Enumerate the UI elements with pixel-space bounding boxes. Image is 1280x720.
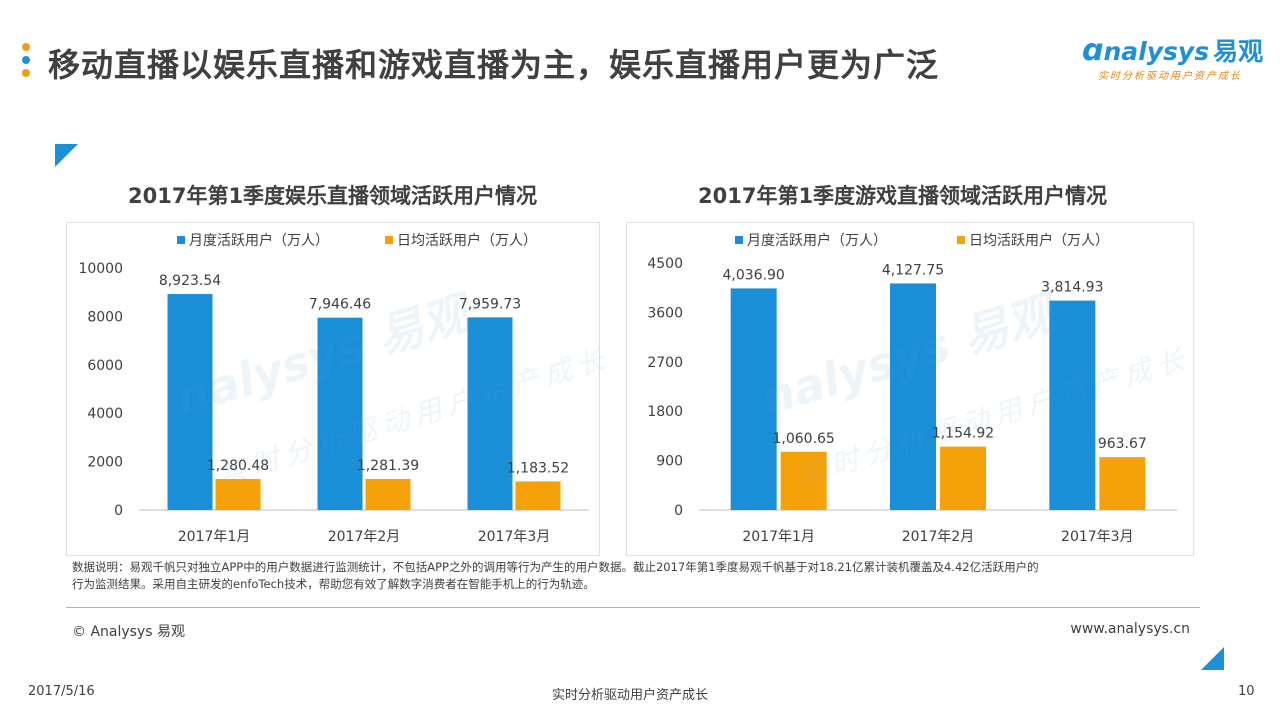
legend-entry: 日均活跃用户（万人） xyxy=(957,232,1109,249)
data-label: 7,959.73 xyxy=(459,296,521,312)
chart-game: 月度活跃用户（万人） 日均活跃用户（万人） 0 900 1800 2700 3600 4500… xyxy=(647,232,1177,545)
logo-tagline: 实时分析驱动用户资产成长 xyxy=(1098,71,1242,82)
legend-label: 月度活跃用户（万人） xyxy=(747,232,887,249)
data-label: 4,036.90 xyxy=(722,267,784,283)
bar xyxy=(467,317,513,510)
bar xyxy=(940,446,986,510)
y-tick-label: 0 xyxy=(674,503,683,519)
bar xyxy=(317,317,363,510)
legend-swatch xyxy=(385,236,393,244)
data-label: 1,280.48 xyxy=(207,458,269,474)
y-tick-label: 3600 xyxy=(647,305,683,321)
logo-brand: nalysys xyxy=(1103,37,1210,66)
bar xyxy=(1049,300,1096,510)
x-tick-label: 2017年2月 xyxy=(328,529,401,545)
legend-swatch xyxy=(957,236,965,244)
x-tick-label: 2017年2月 xyxy=(902,529,975,545)
chart-panel-entertainment: 月度活跃用户（万人） 日均活跃用户（万人） 0 2000 4000 6000 8000 100… xyxy=(66,222,600,556)
legend-swatch xyxy=(177,236,185,244)
legend-label: 日均活跃用户（万人） xyxy=(397,232,537,249)
data-label: 4,127.75 xyxy=(882,262,944,278)
y-tick-label: 10000 xyxy=(78,261,123,277)
title-dot xyxy=(22,56,30,64)
x-tick-label: 2017年1月 xyxy=(742,529,815,545)
data-label: 7,946.46 xyxy=(309,297,371,313)
y-tick-label: 4500 xyxy=(647,256,683,272)
title-dot xyxy=(22,43,30,51)
bar xyxy=(365,478,411,510)
x-tick-label: 2017年1月 xyxy=(178,529,251,545)
title-dot xyxy=(22,69,30,77)
data-label: 1,281.39 xyxy=(357,458,419,474)
y-tick-label: 900 xyxy=(656,454,683,470)
legend-entry: 月度活跃用户（万人） xyxy=(735,232,887,249)
analysys-logo: ɑnalysys 易观 实时分析驱动用户资产成长 xyxy=(1082,33,1264,83)
bar xyxy=(515,481,561,510)
page-number: 10 xyxy=(1238,684,1255,699)
data-label: 1,154.92 xyxy=(932,426,994,442)
chart-entertainment: 月度活跃用户（万人） 日均活跃用户（万人） 0 2000 4000 6000 8000 100… xyxy=(78,232,589,545)
y-tick-label: 4000 xyxy=(87,406,123,422)
title-dots xyxy=(22,43,30,82)
legend-entry: 月度活跃用户（万人） xyxy=(177,232,329,249)
footer-slogan: 实时分析驱动用户资产成长 xyxy=(552,688,709,703)
y-tick-label: 1800 xyxy=(647,404,683,420)
legend-entry: 日均活跃用户（万人） xyxy=(385,232,537,249)
y-tick-label: 6000 xyxy=(87,358,123,374)
data-label: 1,060.65 xyxy=(772,431,834,447)
bar xyxy=(730,288,777,510)
bar xyxy=(167,294,213,510)
chart-title-entertainment: 2017年第1季度娱乐直播领域活跃用户情况 xyxy=(128,184,538,208)
data-label: 8,923.54 xyxy=(159,273,221,289)
page-title: 移动直播以娱乐直播和游戏直播为主，娱乐直播用户更为广泛 xyxy=(48,46,940,84)
footer-divider xyxy=(66,607,1200,608)
copyright: © Analysys 易观 xyxy=(72,624,185,640)
data-note-line: 数据说明：易观千帆只对独立APP中的用户数据进行监测统计，不包括APP之外的调用… xyxy=(72,560,1039,574)
y-tick-label: 0 xyxy=(114,503,123,519)
data-label: 963.67 xyxy=(1098,436,1147,452)
data-note: 数据说明：易观千帆只对独立APP中的用户数据进行监测统计，不包括APP之外的调用… xyxy=(72,559,1192,593)
chart-panel-game: 月度活跃用户（万人） 日均活跃用户（万人） 0 900 1800 2700 3600 4500… xyxy=(626,222,1194,556)
logo-wordmark: ɑnalysys 易观 xyxy=(1082,33,1264,68)
chart-title-game: 2017年第1季度游戏直播领域活跃用户情况 xyxy=(698,184,1108,208)
website-link[interactable]: www.analysys.cn xyxy=(1070,621,1190,637)
footer-date: 2017/5/16 xyxy=(28,684,95,699)
corner-triangle-icon xyxy=(55,144,78,167)
data-label: 1,183.52 xyxy=(507,460,569,476)
data-note-line: 行为监测结果。采用自主研发的enfoTech技术，帮助您有效了解数字消费者在智能… xyxy=(72,577,595,591)
legend-label: 月度活跃用户（万人） xyxy=(189,232,329,249)
bar xyxy=(890,283,936,510)
y-tick-label: 2700 xyxy=(647,355,683,371)
y-tick-label: 2000 xyxy=(87,455,123,471)
data-label: 3,814.93 xyxy=(1041,280,1103,296)
legend-swatch xyxy=(735,236,743,244)
y-tick-label: 8000 xyxy=(87,309,123,325)
corner-triangle-icon xyxy=(1201,647,1224,670)
bar xyxy=(215,479,261,510)
x-tick-label: 2017年3月 xyxy=(478,529,551,545)
x-tick-label: 2017年3月 xyxy=(1061,529,1134,545)
legend-label: 日均活跃用户（万人） xyxy=(969,232,1109,249)
bar xyxy=(780,451,827,510)
logo-cn: 易观 xyxy=(1213,37,1264,66)
bar xyxy=(1099,457,1146,510)
